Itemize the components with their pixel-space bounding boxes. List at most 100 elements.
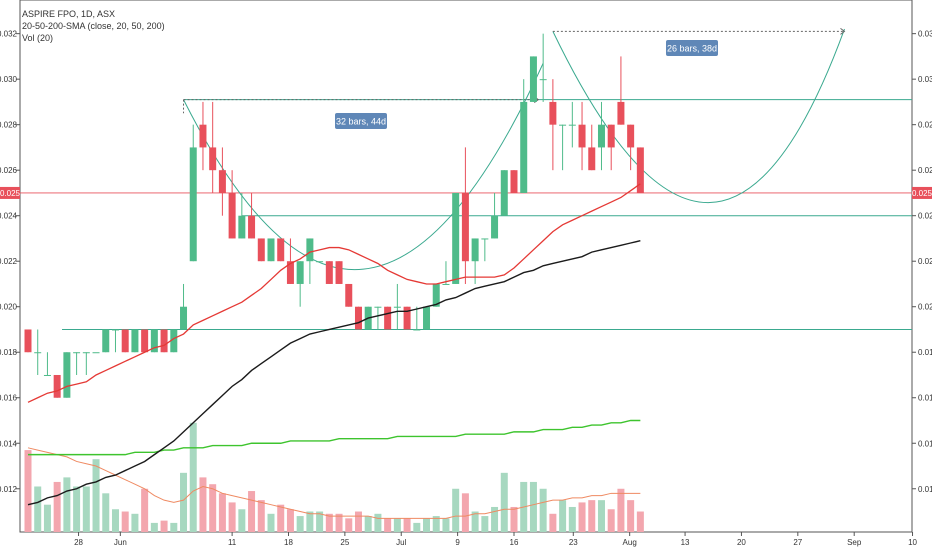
volume-bar (141, 488, 149, 532)
volume-bar (578, 502, 586, 532)
volume-bar (73, 486, 81, 532)
candle-body (267, 238, 275, 262)
candle-body (481, 238, 489, 240)
volume-bar (63, 477, 71, 532)
x-tick-label: 20 (737, 538, 746, 547)
price-tag-left: 0.025 (0, 189, 21, 198)
candle-body (607, 124, 615, 148)
y-tick-label-left: 0.032 (0, 30, 18, 39)
volume-bar (461, 493, 469, 532)
volume-bar (559, 500, 567, 532)
sma200-line (28, 419, 641, 456)
candle-body (471, 238, 479, 262)
volume-bar (160, 520, 168, 532)
candle-body (539, 79, 547, 81)
volume-bar (393, 518, 401, 532)
candle-body (578, 124, 586, 148)
candle-body (452, 192, 460, 284)
price-tag-left-bg (0, 186, 20, 199)
y-tick-label-right: 0.012 (918, 485, 932, 494)
sma20-line (27, 183, 641, 403)
indicator-vol: Vol (20) (22, 33, 54, 43)
candle-body (150, 329, 158, 353)
candle-body (209, 147, 217, 171)
volume-bar (257, 500, 265, 532)
volume-bar (345, 518, 353, 532)
candle-body (325, 261, 333, 284)
volume-bar (617, 488, 625, 532)
volume-bar (189, 422, 197, 532)
volume-bar (180, 472, 188, 532)
chart-title: ASPIRE FPO, 1D, ASX (22, 9, 116, 19)
candle-body (345, 283, 353, 307)
cup-arc-1 (183, 63, 544, 270)
y-tick-label-left: 0.014 (0, 439, 18, 448)
candle-body (63, 352, 71, 398)
volume-bar (131, 513, 139, 532)
y-tick-label-left: 0.026 (0, 166, 18, 175)
candle-body (102, 329, 110, 353)
volume-bar (306, 511, 314, 532)
candle-body (286, 261, 294, 284)
candle-body (73, 352, 81, 354)
volume-bar (150, 522, 158, 532)
volume-bar (111, 509, 119, 532)
volume-bar (199, 477, 207, 532)
volume-bar (423, 518, 431, 532)
candle-body (238, 215, 246, 239)
volume-bar (413, 522, 421, 532)
volume-bar (491, 506, 499, 532)
volume-bar (82, 486, 90, 532)
x-tick-label: 13 (681, 538, 690, 547)
candle-body (510, 170, 518, 193)
volume-bar (53, 481, 61, 532)
candle-body (549, 101, 557, 125)
volume-bar (627, 500, 635, 532)
volume-bar (432, 516, 440, 532)
measure-label-2: 26 bars, 38d (667, 44, 717, 54)
candle-body (529, 56, 537, 102)
candle-body (461, 192, 469, 262)
y-tick-label-right: 0.026 (918, 166, 932, 175)
volume-bar (316, 511, 324, 532)
y-tick-label-left: 0.022 (0, 257, 18, 266)
y-tick-label-left: 0.028 (0, 121, 18, 130)
candle-body (92, 352, 100, 354)
volume-bar (481, 516, 489, 532)
x-tick-label: Sep (847, 538, 862, 547)
price-tag-right-bg (912, 186, 932, 199)
volume-bar (364, 516, 372, 532)
y-tick-label-right: 0.022 (918, 257, 932, 266)
volume-bar (170, 522, 178, 532)
volume-bar (43, 504, 51, 532)
x-tick-label: 27 (793, 538, 802, 547)
candle-body (617, 101, 625, 125)
volume-bar (374, 513, 382, 532)
y-tick-label-left: 0.012 (0, 485, 18, 494)
x-tick-label: Aug (623, 538, 637, 547)
volume-bar (403, 518, 411, 532)
volume-bar (218, 493, 226, 532)
candle-body (393, 306, 401, 308)
candle-body (218, 170, 226, 193)
y-tick-label-right: 0.014 (918, 439, 932, 448)
volume-bar (597, 500, 605, 532)
candle-body (335, 261, 343, 284)
volume-bar (24, 450, 32, 532)
x-tick-label: 28 (74, 538, 83, 547)
sma50-line (27, 240, 641, 506)
x-tick-label: 16 (510, 538, 519, 547)
candle-body (500, 170, 508, 216)
volume-bar (286, 509, 294, 532)
volume-bar (335, 513, 343, 532)
candle-body (53, 374, 61, 398)
candle-body (597, 124, 605, 148)
candle-body (111, 329, 119, 331)
volume-bar (549, 513, 557, 532)
volume-bar (228, 502, 236, 532)
chart-legend: ASPIRE FPO, 1D, ASX 20-50-200-SMA (close… (22, 8, 165, 44)
candle-body (306, 238, 314, 262)
plot-frame (19, 0, 913, 533)
